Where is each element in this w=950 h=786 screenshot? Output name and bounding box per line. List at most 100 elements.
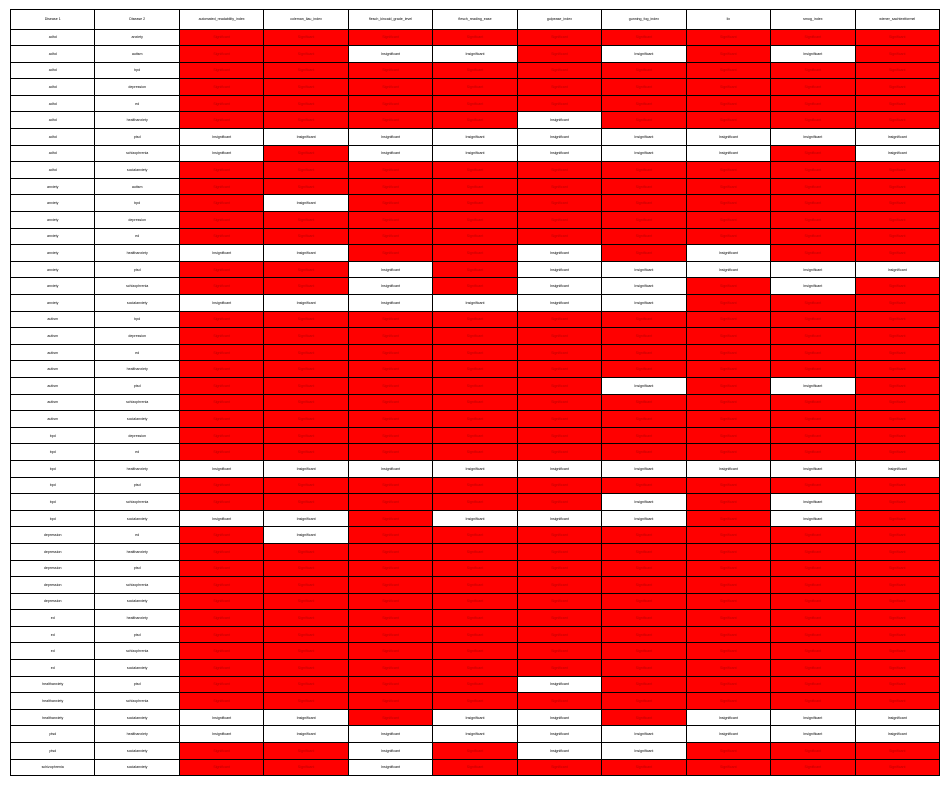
- disease-2-cell: healthanxiety: [94, 609, 180, 627]
- significant-cell: Significant: [685, 526, 772, 544]
- significant-cell: Significant: [263, 260, 349, 279]
- significant-cell: Significant: [685, 609, 772, 627]
- insignificant-cell: Insignificant: [601, 725, 687, 744]
- significant-cell: Significant: [770, 625, 856, 644]
- insignificant-cell: Insignificant: [347, 128, 434, 146]
- significant-cell: Significant: [178, 327, 265, 345]
- disease-2-cell: schizophrenia: [94, 144, 180, 163]
- column-header: flesch_kincaid_grade_level: [347, 9, 434, 30]
- table-row: anxiety bpd Significant Insignificant Signif…: [9, 194, 941, 213]
- disease-1-cell: adhd: [9, 144, 96, 163]
- significant-cell: Significant: [770, 609, 856, 627]
- significant-cell: Significant: [347, 493, 434, 511]
- table-row: autism ptsd Significant Significant Signific…: [9, 376, 941, 395]
- significant-cell: Significant: [347, 542, 434, 561]
- significant-cell: Significant: [432, 94, 518, 113]
- significant-cell: Significant: [347, 393, 434, 412]
- significant-cell: Significant: [432, 742, 518, 760]
- insignificant-cell: Insignificant: [516, 509, 603, 528]
- disease-1-cell: schizophrenia: [9, 758, 96, 777]
- significant-cell: Significant: [770, 742, 856, 760]
- significant-cell: Significant: [601, 659, 687, 677]
- insignificant-cell: Insignificant: [263, 194, 349, 213]
- disease-1-cell: autism: [9, 393, 96, 412]
- disease-1-cell: anxiety: [9, 244, 96, 262]
- significant-cell: Significant: [178, 111, 265, 130]
- significant-cell: Significant: [854, 161, 941, 179]
- significant-cell: Significant: [601, 542, 687, 561]
- significant-cell: Significant: [685, 94, 772, 113]
- insignificant-cell: Insignificant: [516, 111, 603, 130]
- insignificant-cell: Insignificant: [263, 128, 349, 146]
- insignificant-cell: Insignificant: [685, 128, 772, 146]
- significant-cell: Significant: [178, 211, 265, 229]
- significant-cell: Significant: [854, 94, 941, 113]
- significant-cell: Significant: [432, 376, 518, 395]
- significant-cell: Significant: [854, 244, 941, 262]
- disease-1-cell: anxiety: [9, 260, 96, 279]
- significant-cell: Significant: [516, 327, 603, 345]
- significant-cell: Significant: [178, 642, 265, 661]
- significant-cell: Significant: [685, 45, 772, 63]
- insignificant-cell: Insignificant: [854, 144, 941, 163]
- significant-cell: Significant: [685, 493, 772, 511]
- significant-cell: Significant: [432, 194, 518, 213]
- significant-cell: Significant: [263, 576, 349, 594]
- insignificant-cell: Insignificant: [516, 742, 603, 760]
- significant-cell: Significant: [601, 758, 687, 777]
- disease-2-cell: depression: [94, 78, 180, 96]
- significant-cell: Significant: [263, 443, 349, 461]
- insignificant-cell: Insignificant: [178, 244, 265, 262]
- significant-cell: Significant: [770, 675, 856, 694]
- table-row: ed healthanxiety Significant Significant Sig…: [9, 609, 941, 627]
- table-row: schizophrenia socialanxiety Significant Sig…: [9, 758, 941, 777]
- significant-cell: Significant: [601, 177, 687, 196]
- significant-cell: Significant: [432, 609, 518, 627]
- significant-cell: Significant: [770, 542, 856, 561]
- significant-cell: Significant: [770, 559, 856, 578]
- table-row: anxiety ed Significant Significant Significa…: [9, 227, 941, 246]
- significant-cell: Significant: [432, 443, 518, 461]
- disease-2-cell: ptsd: [94, 476, 180, 495]
- significant-cell: Significant: [432, 277, 518, 295]
- significant-cell: Significant: [601, 161, 687, 179]
- significant-cell: Significant: [601, 576, 687, 594]
- disease-1-cell: anxiety: [9, 227, 96, 246]
- significant-cell: Significant: [685, 211, 772, 229]
- insignificant-cell: Insignificant: [601, 376, 687, 395]
- significant-cell: Significant: [347, 526, 434, 544]
- significant-cell: Significant: [854, 692, 941, 710]
- significant-cell: Significant: [601, 28, 687, 47]
- significant-cell: Significant: [516, 78, 603, 96]
- disease-1-cell: adhd: [9, 45, 96, 63]
- significant-cell: Significant: [432, 493, 518, 511]
- significant-cell: Significant: [601, 476, 687, 495]
- disease-2-cell: schizophrenia: [94, 393, 180, 412]
- table-row: anxiety healthanxiety Insignificant Insigni…: [9, 244, 941, 262]
- significant-cell: Significant: [770, 227, 856, 246]
- insignificant-cell: Insignificant: [432, 459, 518, 478]
- significant-cell: Significant: [770, 659, 856, 677]
- significant-cell: Significant: [178, 343, 265, 362]
- significant-cell: Significant: [854, 410, 941, 428]
- significant-cell: Significant: [516, 576, 603, 594]
- significant-cell: Significant: [178, 28, 265, 47]
- significant-cell: Significant: [516, 609, 603, 627]
- significant-cell: Significant: [347, 410, 434, 428]
- significant-cell: Significant: [263, 360, 349, 378]
- insignificant-cell: Insignificant: [770, 459, 856, 478]
- significant-cell: Significant: [432, 327, 518, 345]
- disease-2-cell: healthanxiety: [94, 111, 180, 130]
- significant-cell: Significant: [347, 111, 434, 130]
- significant-cell: Significant: [432, 61, 518, 80]
- significant-cell: Significant: [347, 675, 434, 694]
- table-row: depression schizophrenia Significant Signif…: [9, 576, 941, 594]
- significant-cell: Significant: [516, 161, 603, 179]
- disease-2-cell: healthanxiety: [94, 725, 180, 744]
- table-row: bpd schizophrenia Significant Significant Si…: [9, 493, 941, 511]
- significant-cell: Significant: [854, 642, 941, 661]
- significant-cell: Significant: [854, 111, 941, 130]
- significant-cell: Significant: [347, 161, 434, 179]
- significant-cell: Significant: [770, 294, 856, 312]
- significant-cell: Significant: [347, 310, 434, 329]
